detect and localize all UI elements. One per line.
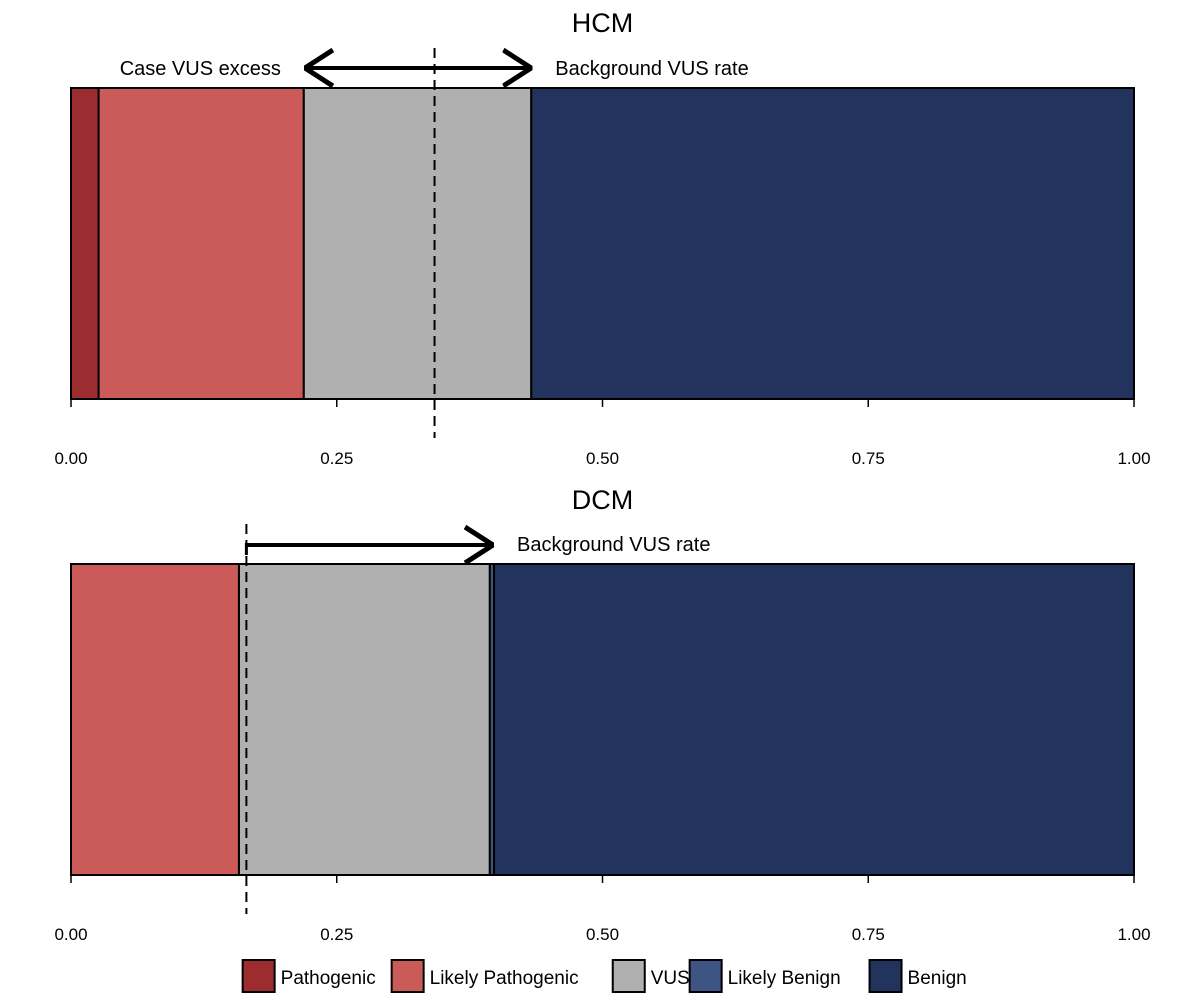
legend-item-benign: Benign [868,959,967,993]
legend-item-likely-benign: Likely Benign [688,959,841,993]
legend-label: Likely Pathogenic [430,968,579,989]
legend-swatch [390,959,425,993]
x-tick-label: 0.00 [54,449,87,468]
bar-segment-likely-pathogenic [70,563,240,876]
x-tick-label: 0.00 [54,925,87,944]
annotation-case-vus-excess: Case VUS excess [120,58,281,80]
legend-label: VUS [651,968,690,989]
x-tick-label: 1.00 [1117,449,1150,468]
legend-swatch [611,959,646,993]
annotation-background-vus-rate: Background VUS rate [517,534,710,556]
legend-label: Likely Benign [728,968,841,989]
legend-swatch [868,959,903,993]
legend-label: Benign [908,968,967,989]
legend-swatch [241,959,276,993]
legend-label: Pathogenic [281,968,376,989]
bar-segment-vus [302,87,533,400]
panel-dcm: DCM 0.00 0.25 0.50 0.75 1.00 Background VUS ra… [54,485,1150,944]
legend-item-vus: VUS [611,959,690,993]
x-tick-label: 0.75 [852,925,885,944]
x-tick-label: 0.50 [586,925,619,944]
bar-segment-likely-pathogenic [97,87,305,400]
panel-hcm: HCM 0.00 0.25 0.50 0.75 1.00 Case VUS excess Ba… [54,8,1150,468]
bar-segment-pathogenic [70,87,100,400]
x-tick-label: 1.00 [1117,925,1150,944]
bar-segment-vus [237,563,491,876]
legend-swatch [688,959,723,993]
bar-segment-benign [530,87,1135,400]
x-tick-label: 0.50 [586,449,619,468]
panel-title: DCM [572,485,634,515]
x-tick-label: 0.25 [320,925,353,944]
x-tick-label: 0.75 [852,449,885,468]
annotation-background-vus-rate: Background VUS rate [555,58,748,80]
bar-segment-benign [493,563,1136,876]
legend-item-likely-pathogenic: Likely Pathogenic [390,959,579,993]
panel-title: HCM [572,8,634,38]
legend: Pathogenic Likely Pathogenic VUS Likely Ben… [241,959,967,993]
legend-item-pathogenic: Pathogenic [241,959,376,993]
x-tick-label: 0.25 [320,449,353,468]
